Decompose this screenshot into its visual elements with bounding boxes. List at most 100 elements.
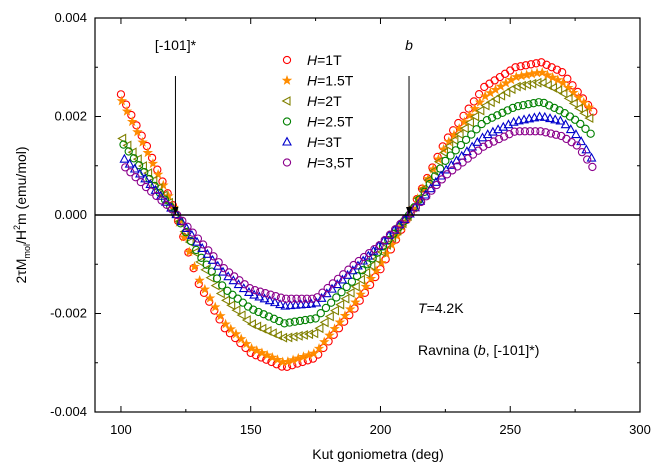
data-point bbox=[297, 294, 306, 303]
data-point bbox=[432, 180, 441, 190]
data-point bbox=[188, 228, 197, 237]
y-axis-label-tail: m (emu/mol) bbox=[13, 146, 29, 225]
data-point bbox=[423, 175, 433, 185]
data-point bbox=[219, 263, 229, 273]
data-point bbox=[562, 82, 574, 93]
data-point bbox=[266, 290, 275, 299]
data-point bbox=[446, 159, 457, 169]
legend-marker bbox=[282, 136, 292, 146]
data-point bbox=[215, 310, 226, 321]
legend-marker bbox=[282, 55, 292, 65]
data-point bbox=[380, 235, 389, 245]
data-point bbox=[171, 209, 182, 219]
data-point bbox=[365, 273, 377, 284]
data-point bbox=[316, 309, 325, 318]
data-point bbox=[280, 319, 289, 328]
data-point bbox=[576, 119, 585, 129]
data-point bbox=[251, 345, 262, 356]
data-point bbox=[524, 113, 535, 123]
data-point bbox=[252, 321, 262, 332]
data-point bbox=[448, 166, 457, 175]
data-point bbox=[496, 90, 506, 101]
data-point bbox=[472, 125, 481, 134]
data-point bbox=[220, 318, 231, 329]
legend-label: H=2.5T bbox=[307, 114, 354, 130]
series-h-1-5t bbox=[116, 67, 595, 367]
data-point bbox=[155, 190, 166, 200]
data-point bbox=[521, 61, 530, 70]
data-point bbox=[572, 141, 581, 150]
data-point bbox=[136, 177, 145, 187]
data-point bbox=[449, 135, 459, 146]
data-point bbox=[506, 84, 516, 95]
data-point bbox=[578, 97, 589, 107]
data-point bbox=[332, 293, 341, 302]
data-point bbox=[451, 146, 460, 155]
data-point bbox=[193, 234, 203, 243]
data-point bbox=[552, 74, 564, 85]
data-point bbox=[529, 112, 540, 122]
data-point bbox=[588, 162, 597, 172]
x-tick-label: 300 bbox=[629, 422, 651, 437]
data-point bbox=[570, 115, 580, 124]
data-point bbox=[550, 114, 561, 124]
data-point bbox=[209, 252, 218, 261]
y-axis-label: 2τMmol/H2m (emu/mol) bbox=[12, 146, 32, 283]
data-point bbox=[152, 168, 164, 179]
data-point bbox=[385, 230, 395, 239]
data-point bbox=[235, 333, 247, 344]
data-point bbox=[290, 317, 299, 326]
data-point bbox=[241, 315, 251, 325]
data-point bbox=[489, 137, 498, 146]
data-point bbox=[552, 65, 562, 74]
data-point bbox=[547, 72, 558, 82]
data-point bbox=[477, 119, 486, 129]
data-point bbox=[272, 330, 282, 341]
data-point bbox=[278, 332, 288, 343]
data-point bbox=[467, 141, 478, 151]
data-point bbox=[442, 170, 452, 179]
data-point bbox=[131, 173, 140, 182]
data-point bbox=[321, 303, 331, 313]
data-point bbox=[542, 69, 553, 80]
data-point bbox=[313, 293, 322, 302]
data-point bbox=[235, 276, 244, 285]
data-point bbox=[519, 101, 528, 110]
data-point bbox=[344, 303, 356, 314]
data-point bbox=[259, 293, 270, 303]
data-point bbox=[444, 141, 454, 151]
data-point bbox=[441, 164, 452, 174]
data-point bbox=[520, 127, 530, 136]
data-point bbox=[326, 298, 336, 307]
data-point bbox=[334, 316, 346, 327]
data-point bbox=[200, 264, 210, 275]
data-point bbox=[157, 196, 166, 205]
y-tick-label: -0.004 bbox=[50, 404, 87, 419]
data-point bbox=[137, 136, 148, 147]
data-point bbox=[470, 111, 480, 122]
data-point bbox=[238, 298, 248, 307]
data-point bbox=[381, 248, 392, 259]
data-point bbox=[345, 287, 355, 298]
data-point bbox=[181, 222, 192, 232]
data-point bbox=[503, 106, 512, 115]
y-tick-label: 0.004 bbox=[54, 10, 87, 25]
data-point bbox=[236, 310, 246, 321]
data-point bbox=[276, 293, 286, 302]
legend-label: H=1.5T bbox=[307, 73, 354, 89]
data-point bbox=[537, 58, 546, 67]
data-point bbox=[306, 315, 315, 324]
data-point bbox=[451, 155, 462, 165]
data-point bbox=[396, 219, 405, 229]
data-point bbox=[162, 200, 171, 210]
data-point bbox=[513, 102, 523, 111]
data-point bbox=[147, 158, 159, 169]
data-point bbox=[422, 192, 431, 201]
data-point bbox=[542, 60, 551, 69]
data-point bbox=[464, 117, 474, 128]
data-point bbox=[292, 294, 301, 303]
data-point bbox=[547, 63, 556, 72]
data-point bbox=[560, 119, 571, 129]
data-point bbox=[335, 299, 345, 310]
